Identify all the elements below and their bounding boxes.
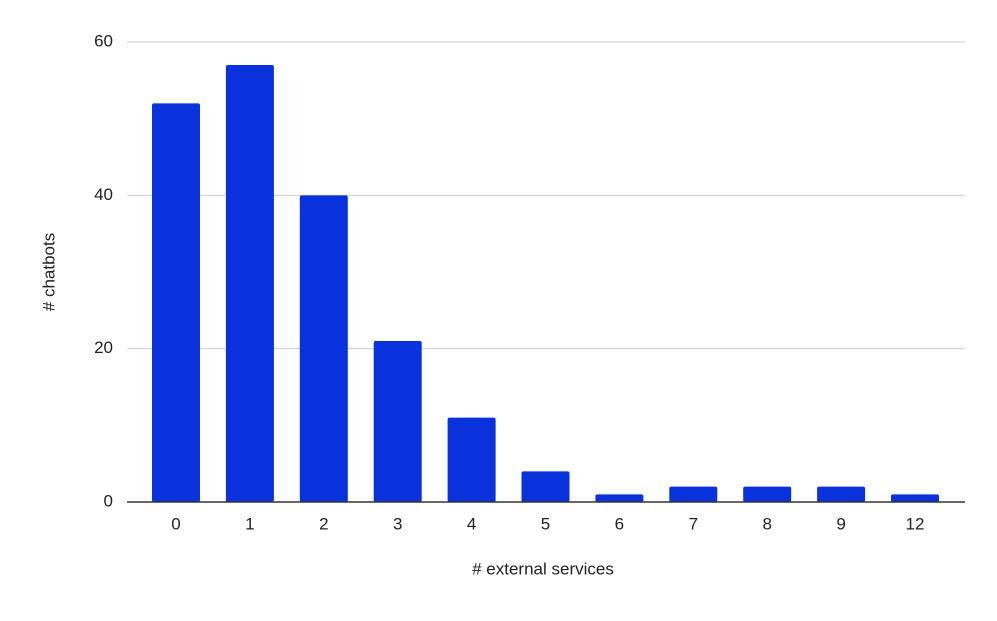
- y-tick-label: 0: [104, 491, 113, 510]
- bar: [817, 486, 866, 502]
- y-tick-label: 40: [94, 185, 113, 204]
- bar: [447, 417, 496, 502]
- y-axis-title: # chatbots: [39, 233, 58, 311]
- y-tick-label: 20: [94, 338, 113, 357]
- x-tick-label: 1: [245, 514, 254, 533]
- y-tick-label: 60: [94, 31, 113, 50]
- x-tick-label: 2: [319, 514, 328, 533]
- bar: [595, 494, 644, 502]
- bar: [521, 471, 570, 502]
- x-tick-label: 3: [393, 514, 402, 533]
- bar: [743, 486, 792, 502]
- x-tick-label: 6: [615, 514, 624, 533]
- x-tick-label: 7: [689, 514, 698, 533]
- bar: [152, 103, 200, 502]
- x-tick-label: 8: [762, 514, 771, 533]
- x-tick-label: 0: [171, 514, 180, 533]
- x-tick-label: 12: [906, 514, 925, 533]
- bar: [669, 486, 718, 502]
- bar: [225, 65, 274, 502]
- bar: [373, 341, 422, 502]
- bar: [299, 195, 348, 503]
- x-tick-label: 5: [541, 514, 550, 533]
- bar: [891, 494, 939, 502]
- x-axis-title: # external services: [472, 559, 614, 578]
- x-tick-label: 4: [467, 514, 476, 533]
- x-tick-label: 9: [836, 514, 845, 533]
